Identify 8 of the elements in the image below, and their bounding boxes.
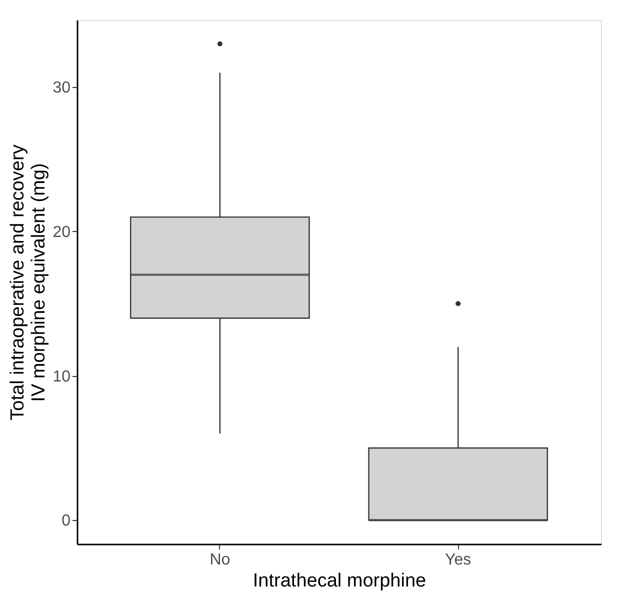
x-tick-label: Yes <box>445 552 472 568</box>
y-tick-label: 30 <box>52 80 71 97</box>
x-axis-title: Intrathecal morphine <box>252 570 426 592</box>
y-tick-label: 0 <box>62 512 71 530</box>
y-axis-title: Total intraoperative and recovery IV morphine equivalent (mg) <box>8 144 50 420</box>
y-tick-label: 10 <box>52 368 71 386</box>
y-tick-label: 20 <box>52 224 71 241</box>
x-tick-label: No <box>210 552 230 568</box>
